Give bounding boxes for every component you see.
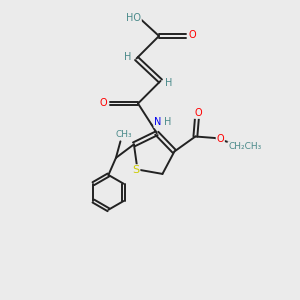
- Text: O: O: [195, 108, 202, 118]
- Text: N: N: [154, 117, 162, 128]
- Text: O: O: [188, 30, 196, 40]
- Text: H: H: [164, 117, 172, 128]
- Text: O: O: [217, 134, 224, 145]
- Text: H: H: [165, 77, 172, 88]
- Text: O: O: [99, 98, 107, 109]
- Text: CH₃: CH₃: [115, 130, 132, 139]
- Text: CH₂CH₃: CH₂CH₃: [228, 142, 262, 151]
- Text: HO: HO: [126, 13, 141, 23]
- Text: S: S: [132, 165, 140, 175]
- Text: H: H: [124, 52, 132, 62]
